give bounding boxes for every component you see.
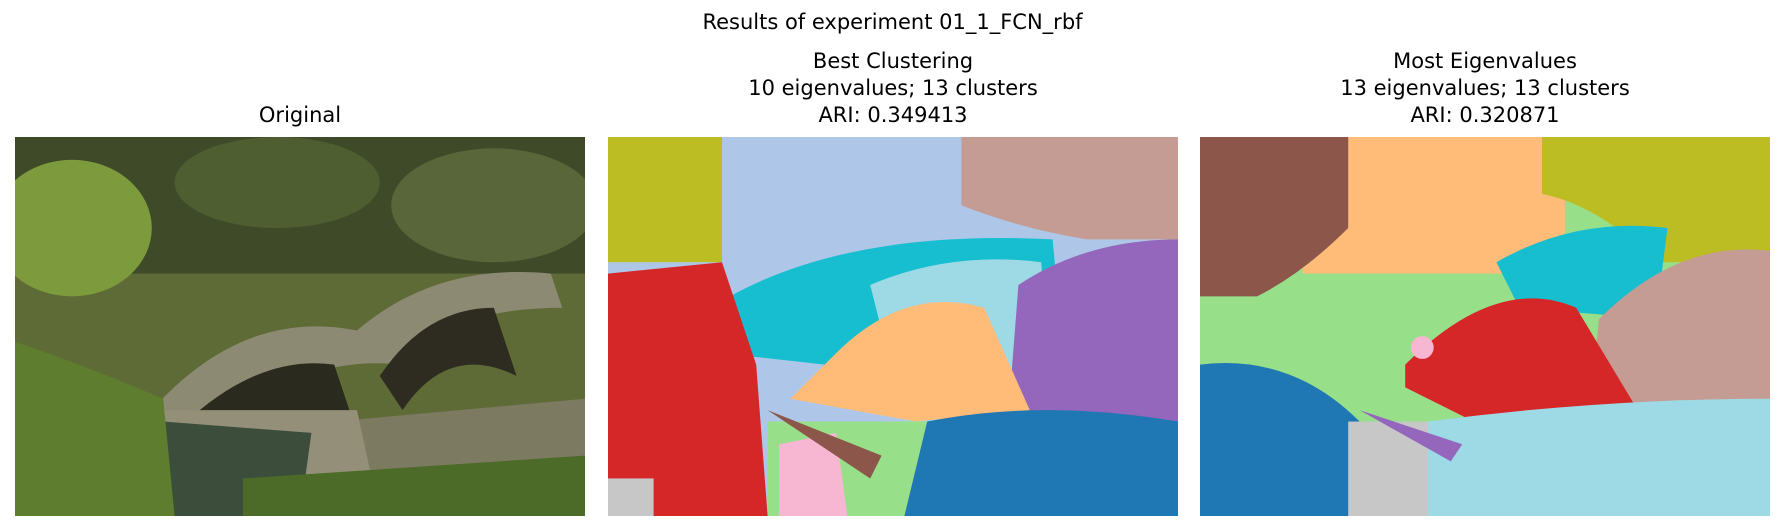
title-line: Most Eigenvalues xyxy=(1393,49,1577,73)
panel-title: Best Clustering 10 eigenvalues; 13 clust… xyxy=(608,48,1178,129)
panel-title: Original xyxy=(15,102,585,129)
title-line: ARI: 0.349413 xyxy=(818,103,968,127)
title-line: Original xyxy=(258,103,342,127)
figure-title: Results of experiment 01_1_FCN_rbf xyxy=(702,10,1083,34)
eigen-image xyxy=(1200,137,1770,516)
title-line: Best Clustering xyxy=(812,49,974,73)
title-line: 10 eigenvalues; 13 clusters xyxy=(748,76,1038,100)
clustering-image xyxy=(608,137,1178,516)
original-image xyxy=(15,137,585,516)
title-line: ARI: 0.320871 xyxy=(1410,103,1560,127)
title-line: 13 eigenvalues; 13 clusters xyxy=(1340,76,1630,100)
panel-title: Most Eigenvalues 13 eigenvalues; 13 clus… xyxy=(1200,48,1770,129)
